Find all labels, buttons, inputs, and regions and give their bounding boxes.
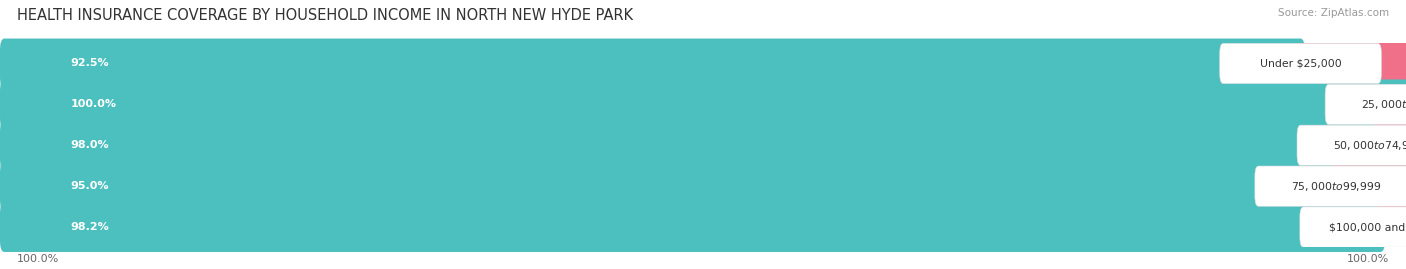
FancyBboxPatch shape <box>1220 43 1381 84</box>
FancyBboxPatch shape <box>1376 202 1406 252</box>
FancyBboxPatch shape <box>1256 166 1406 206</box>
Text: HEALTH INSURANCE COVERAGE BY HOUSEHOLD INCOME IN NORTH NEW HYDE PARK: HEALTH INSURANCE COVERAGE BY HOUSEHOLD I… <box>17 8 633 23</box>
Text: 95.0%: 95.0% <box>70 181 108 191</box>
Text: 100.0%: 100.0% <box>1347 254 1389 264</box>
FancyBboxPatch shape <box>0 78 1406 131</box>
FancyBboxPatch shape <box>1298 125 1406 165</box>
Text: $25,000 to $49,999: $25,000 to $49,999 <box>1361 98 1406 111</box>
FancyBboxPatch shape <box>1331 161 1406 211</box>
Text: 100.0%: 100.0% <box>17 254 59 264</box>
Text: 100.0%: 100.0% <box>70 99 117 109</box>
FancyBboxPatch shape <box>1324 84 1406 125</box>
FancyBboxPatch shape <box>0 202 1385 252</box>
FancyBboxPatch shape <box>0 200 1406 254</box>
FancyBboxPatch shape <box>1296 38 1406 89</box>
FancyBboxPatch shape <box>0 161 1340 211</box>
FancyBboxPatch shape <box>0 38 1305 89</box>
Text: Source: ZipAtlas.com: Source: ZipAtlas.com <box>1278 8 1389 18</box>
Text: $75,000 to $99,999: $75,000 to $99,999 <box>1291 180 1381 193</box>
Text: 98.0%: 98.0% <box>70 140 108 150</box>
Text: $50,000 to $74,999: $50,000 to $74,999 <box>1333 139 1406 152</box>
FancyBboxPatch shape <box>0 37 1406 90</box>
FancyBboxPatch shape <box>1374 120 1406 170</box>
FancyBboxPatch shape <box>0 79 1406 129</box>
FancyBboxPatch shape <box>0 120 1382 170</box>
FancyBboxPatch shape <box>0 119 1406 172</box>
Text: 98.2%: 98.2% <box>70 222 110 232</box>
FancyBboxPatch shape <box>0 160 1406 213</box>
Legend: With Coverage, Without Coverage: With Coverage, Without Coverage <box>583 268 823 269</box>
Text: 92.5%: 92.5% <box>70 58 108 69</box>
Text: Under $25,000: Under $25,000 <box>1260 58 1341 69</box>
Text: $100,000 and over: $100,000 and over <box>1329 222 1406 232</box>
FancyBboxPatch shape <box>1299 207 1406 247</box>
